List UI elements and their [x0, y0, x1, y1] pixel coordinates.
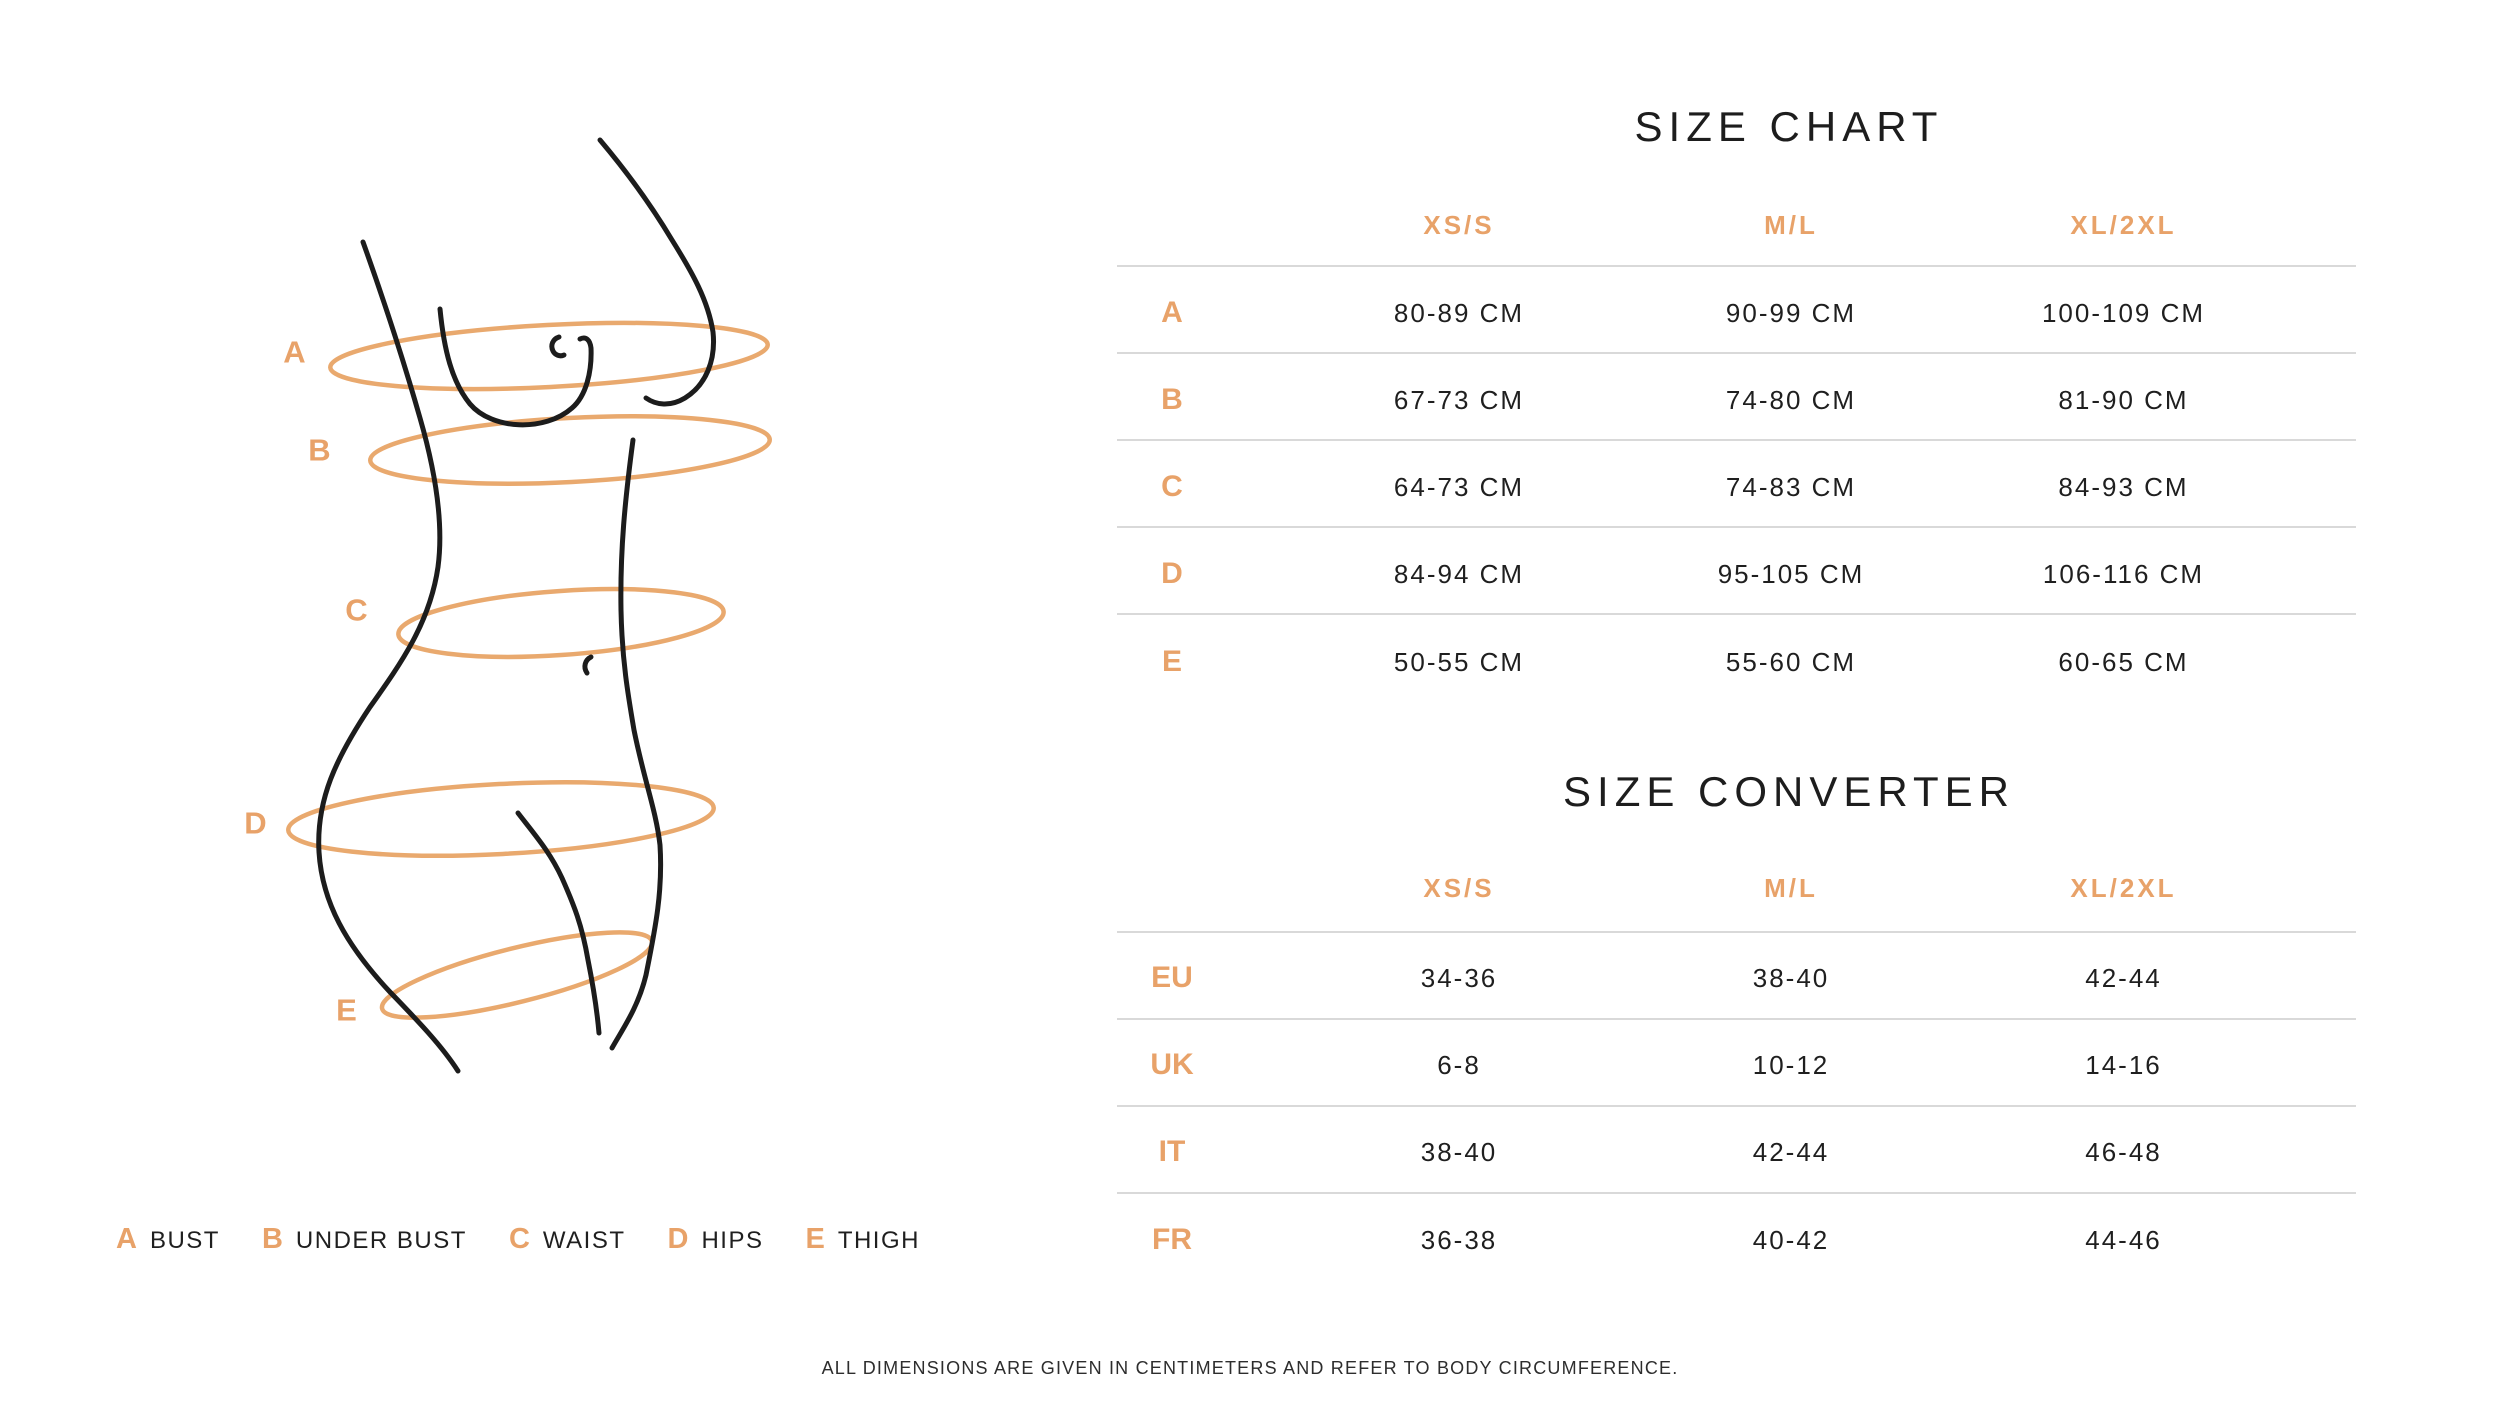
row-label: D	[1161, 557, 1183, 590]
legend-label: UNDER BUST	[295, 1227, 467, 1254]
cell-value: 81-90 CM	[2058, 385, 2189, 415]
cell-value: 10-12	[1752, 1049, 1830, 1080]
column-header-m-l: M/L	[1764, 873, 1818, 903]
size-converter-table: XS/S M/L XL/2XL EU 34-36 38-40 42-44 UK …	[1117, 845, 2356, 1281]
cell-value: 6-8	[1437, 1049, 1481, 1080]
row-label: UK	[1150, 1047, 1194, 1081]
cell-value: 60-65 CM	[2058, 647, 2189, 677]
size-chart-row-e: E 50-55 CM 55-60 CM 60-65 CM	[1117, 615, 2356, 702]
cell-value: 40-42	[1752, 1224, 1830, 1255]
cell-value: 42-44	[1752, 1136, 1830, 1167]
cell-value: 84-94 CM	[1393, 559, 1525, 589]
cell-value: 50-55 CM	[1393, 647, 1525, 677]
cell-value: 38-40	[1752, 962, 1830, 993]
cell-value: 46-48	[2085, 1136, 2162, 1167]
cell-value: 38-40	[1420, 1136, 1498, 1167]
hips-ring-d	[286, 780, 716, 858]
left-breast-arc	[437, 306, 594, 428]
size-chart-row-d: D 84-94 CM 95-105 CM 106-116 CM	[1117, 528, 2356, 615]
legend-label: WAIST	[542, 1227, 626, 1254]
cell-value: 80-89 CM	[1393, 298, 1525, 328]
cell-value: 95-105 CM	[1717, 559, 1865, 589]
legend-letter: A	[116, 1223, 137, 1255]
size-converter-row-fr: FR 36-38 40-42 44-46	[1117, 1194, 2356, 1281]
diagram-marker-c: C	[345, 592, 369, 628]
legend-letter: E	[805, 1223, 825, 1255]
cell-value: 36-38	[1420, 1224, 1498, 1255]
column-header-m-l: M/L	[1764, 209, 1818, 240]
row-label: IT	[1158, 1134, 1186, 1168]
legend-item-waist: C WAIST	[509, 1225, 626, 1254]
legend-item-bust: A BUST	[116, 1225, 220, 1254]
row-label: A	[1161, 296, 1183, 329]
legend-item-under-bust: B UNDER BUST	[262, 1225, 467, 1254]
legend-item-hips: D HIPS	[668, 1225, 764, 1254]
cell-value: 74-80 CM	[1725, 385, 1857, 415]
cell-value: 74-83 CM	[1725, 472, 1857, 502]
size-chart-row-a: A 80-89 CM 90-99 CM 100-109 CM	[1117, 267, 2356, 354]
cell-value: 84-93 CM	[2058, 472, 2189, 502]
tables-panel: SIZE CHART XS/S M/L XL/2XL A 80-89 CM 90…	[1117, 0, 2356, 1300]
cell-value: 34-36	[1420, 962, 1498, 993]
body-figure-illustration	[286, 137, 772, 1074]
cell-value: 42-44	[2085, 962, 2162, 993]
body-measurement-diagram: A B C D E	[150, 130, 850, 1180]
size-converter-row-eu: EU 34-36 38-40 42-44	[1117, 933, 2356, 1020]
column-header-xs-s: XS/S	[1423, 209, 1495, 240]
size-chart-title: SIZE CHART	[1634, 103, 1944, 150]
footer-note: ALL DIMENSIONS ARE GIVEN IN CENTIMETERS …	[821, 1358, 1679, 1378]
legend-label: THIGH	[837, 1227, 920, 1254]
legend-letter: C	[508, 1223, 530, 1255]
diagram-marker-d: D	[244, 805, 268, 841]
measurement-legend: A BUST B UNDER BUST C WAIST D HIPS E THI…	[116, 1225, 920, 1254]
navel-mark	[582, 654, 594, 676]
back-contour-line	[316, 239, 461, 1074]
cell-value: 90-99 CM	[1725, 298, 1857, 328]
cell-value: 67-73 CM	[1393, 385, 1525, 415]
size-converter-row-it: IT 38-40 42-44 46-48	[1117, 1107, 2356, 1194]
right-side-hip-line	[609, 437, 664, 1051]
size-chart-row-b: B 67-73 CM 74-80 CM 81-90 CM	[1117, 354, 2356, 441]
size-chart-header-row: XS/S M/L XL/2XL	[1117, 184, 2356, 267]
cell-value: 100-109 CM	[2041, 298, 2206, 328]
size-converter-header-row: XS/S M/L XL/2XL	[1117, 845, 2356, 933]
column-header-xl-2xl: XL/2XL	[2070, 873, 2177, 903]
diagram-marker-a: A	[283, 334, 307, 370]
cell-value: 44-46	[2085, 1224, 2162, 1255]
cell-value: 55-60 CM	[1725, 647, 1857, 677]
neck-shoulder-breast-line	[597, 137, 717, 407]
nipple-mark	[549, 334, 567, 359]
inner-thigh-line	[515, 810, 602, 1036]
size-chart-table: XS/S M/L XL/2XL A 80-89 CM 90-99 CM 100-…	[1117, 184, 2356, 702]
row-label: E	[1161, 645, 1182, 678]
row-label: FR	[1152, 1222, 1192, 1256]
cell-value: 14-16	[2085, 1049, 2162, 1080]
bust-ring-a	[328, 320, 770, 392]
legend-label: HIPS	[701, 1227, 764, 1254]
legend-label: BUST	[149, 1227, 220, 1254]
column-header-xs-s: XS/S	[1423, 873, 1495, 903]
cell-value: 106-116 CM	[2042, 559, 2205, 589]
legend-letter: D	[667, 1223, 689, 1255]
size-converter-row-uk: UK 6-8 10-12 14-16	[1117, 1020, 2356, 1107]
size-converter-title: SIZE CONVERTER	[1563, 768, 2015, 815]
column-header-xl-2xl: XL/2XL	[2070, 209, 2177, 240]
cell-value: 64-73 CM	[1393, 472, 1525, 502]
row-label: B	[1161, 383, 1183, 416]
waist-ring-c	[396, 586, 726, 660]
row-label: EU	[1151, 960, 1193, 994]
diagram-marker-b: B	[308, 432, 332, 468]
legend-item-thigh: E THIGH	[805, 1225, 920, 1254]
thigh-ring-e	[379, 930, 655, 1020]
legend-letter: B	[261, 1223, 283, 1255]
row-label: C	[1161, 470, 1183, 503]
underbust-ring-b	[368, 414, 772, 486]
size-chart-row-c: C 64-73 CM 74-83 CM 84-93 CM	[1117, 441, 2356, 528]
diagram-marker-e: E	[336, 992, 358, 1028]
